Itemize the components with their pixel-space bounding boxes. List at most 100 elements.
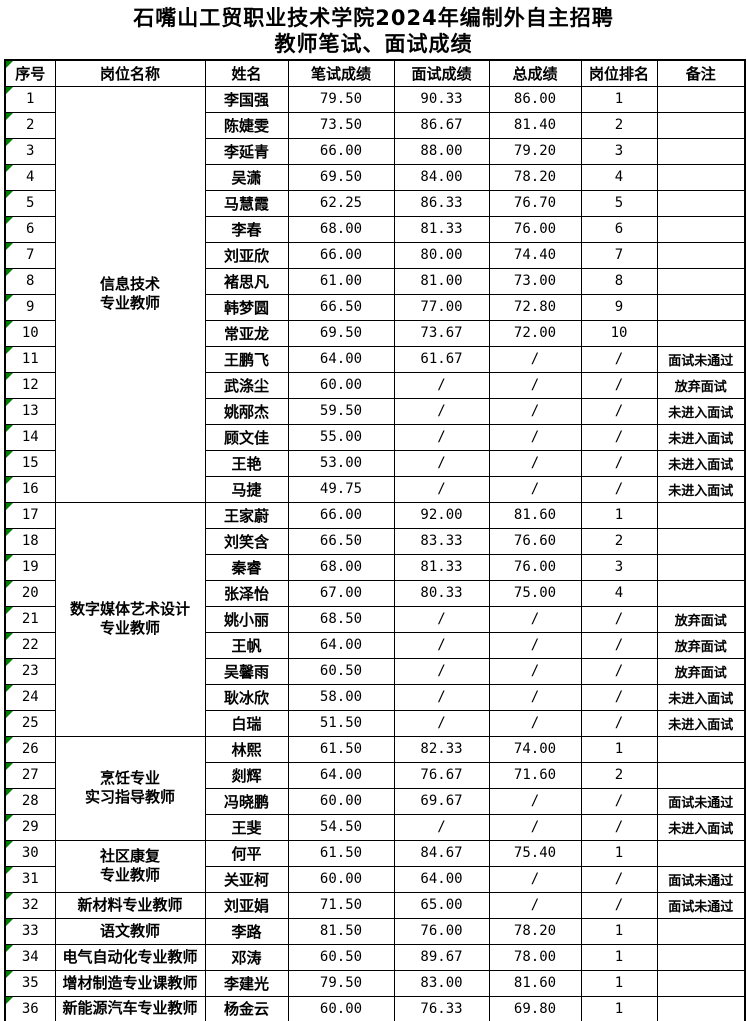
row-number: 17 bbox=[21, 507, 39, 523]
written-score-cell: 60.50 bbox=[287, 657, 395, 685]
written-score-cell: 69.50 bbox=[287, 319, 395, 347]
row-number-cell: 23 bbox=[4, 657, 56, 685]
error-indicator-icon bbox=[6, 399, 13, 406]
row-number: 14 bbox=[21, 429, 39, 445]
error-indicator-icon bbox=[6, 971, 13, 978]
row-number-cell: 7 bbox=[4, 241, 56, 269]
row-number: 13 bbox=[21, 403, 39, 419]
header-cell-no: 序号 bbox=[4, 59, 56, 87]
remark-cell bbox=[656, 553, 746, 581]
remark-cell bbox=[656, 579, 746, 607]
written-score-cell: 64.00 bbox=[287, 761, 395, 789]
row-number: 16 bbox=[21, 481, 39, 497]
table-row: 2 陈婕雯 73.50 86.67 81.40 2 bbox=[4, 111, 746, 139]
interview-score-cell: 69.67 bbox=[393, 787, 490, 815]
total-score-cell: / bbox=[488, 865, 582, 893]
written-score-cell: 66.00 bbox=[287, 137, 395, 165]
interview-score-cell: 76.67 bbox=[393, 761, 490, 789]
error-indicator-icon bbox=[6, 919, 13, 926]
position-name-line: 增材制造专业课教师 bbox=[62, 973, 198, 992]
header-cell-position: 岗位名称 bbox=[54, 59, 206, 87]
error-indicator-icon bbox=[6, 789, 13, 796]
rank-cell: 2 bbox=[580, 761, 658, 789]
row-number: 35 bbox=[21, 975, 39, 991]
table-row: 11 王鹏飞 64.00 61.67// 面试未通过 bbox=[4, 345, 746, 373]
error-indicator-icon bbox=[6, 451, 13, 458]
row-number: 10 bbox=[21, 325, 39, 341]
rank-cell: / bbox=[580, 813, 658, 841]
row-number: 15 bbox=[21, 455, 39, 471]
total-score-cell: / bbox=[488, 345, 582, 373]
position-name-line: 专业教师 bbox=[99, 294, 160, 312]
total-score-cell: 81.40 bbox=[488, 111, 582, 139]
written-score-cell: 60.00 bbox=[287, 865, 395, 893]
error-indicator-icon bbox=[6, 347, 13, 354]
row-number-cell: 25 bbox=[4, 709, 56, 737]
interview-score-cell: / bbox=[393, 657, 490, 685]
written-score-cell: 60.00 bbox=[287, 995, 395, 1021]
table-row: 17 数字媒体艺术设计 专业教师 王家蔚 66.00 92.00 81.60 1 bbox=[4, 501, 746, 737]
row-number-cell: 6 bbox=[4, 215, 56, 243]
table-row: 29 王斐 54.50// / 未进入面试 bbox=[4, 813, 746, 841]
written-score-cell: 55.00 bbox=[287, 423, 395, 451]
rank-cell: 5 bbox=[580, 189, 658, 217]
written-score-cell: 62.25 bbox=[287, 189, 395, 217]
remark-cell bbox=[656, 943, 746, 971]
name-cell: 王家蔚 bbox=[204, 501, 289, 529]
rank-cell: 1 bbox=[580, 85, 658, 113]
row-number: 36 bbox=[21, 1000, 39, 1017]
position-name-cell: 烹饪专业 实习指导教师 bbox=[54, 735, 206, 841]
table-row: 4 吴潇 69.50 84.00 78.20 4 bbox=[4, 163, 746, 191]
interview-score-cell: 90.33 bbox=[393, 85, 490, 113]
total-score-cell: 79.20 bbox=[488, 137, 582, 165]
table-row: 33 语文教师 李路 81.50 76.00 78.20 1 bbox=[4, 917, 746, 945]
error-indicator-icon bbox=[6, 113, 13, 120]
written-score-cell: 73.50 bbox=[287, 111, 395, 139]
position-name-line: 烹饪专业 bbox=[99, 769, 160, 787]
error-indicator-icon bbox=[6, 685, 13, 692]
remark-cell bbox=[656, 163, 746, 191]
results-table: 序号 岗位名称 姓名 笔试成绩 面试成绩 总成绩 岗位排名 备注 1 信息技术 专业… bbox=[4, 59, 746, 1021]
error-indicator-icon bbox=[6, 997, 13, 1004]
row-number: 21 bbox=[21, 611, 39, 627]
interview-score-cell: 81.00 bbox=[393, 267, 490, 295]
error-indicator-icon bbox=[6, 529, 13, 536]
interview-score-cell: 89.67 bbox=[393, 943, 490, 971]
error-indicator-icon bbox=[6, 581, 13, 588]
total-score-cell: 75.00 bbox=[488, 579, 582, 607]
name-cell: 邓涛 bbox=[204, 943, 289, 971]
name-cell: 顾文佳 bbox=[204, 423, 289, 451]
rank-cell: / bbox=[580, 345, 658, 373]
error-indicator-icon bbox=[6, 659, 13, 666]
rank-cell: / bbox=[580, 475, 658, 503]
table-row: 32 新材料专业教师 刘亚娟 71.50 65.00// 面试未通过 bbox=[4, 891, 746, 919]
row-number: 18 bbox=[21, 533, 39, 549]
rank-cell: 1 bbox=[580, 501, 658, 529]
remark-cell bbox=[656, 189, 746, 217]
row-number-cell: 14 bbox=[4, 423, 56, 451]
page-title: 石嘴山工贸职业技术学院2024年编制外自主招聘 教师笔试、面试成绩 bbox=[0, 0, 747, 59]
name-cell: 耿冰欣 bbox=[204, 683, 289, 711]
name-cell: 何平 bbox=[204, 839, 289, 867]
header-cell-interview: 面试成绩 bbox=[393, 59, 490, 87]
rank-cell: / bbox=[580, 631, 658, 659]
written-score-cell: 59.50 bbox=[287, 397, 395, 425]
written-score-cell: 64.00 bbox=[287, 345, 395, 373]
total-score-cell: / bbox=[488, 891, 582, 919]
interview-score-cell: 92.00 bbox=[393, 501, 490, 529]
remark-cell: 未进入面试 bbox=[656, 449, 746, 477]
written-score-cell: 61.50 bbox=[287, 735, 395, 763]
rank-cell: 1 bbox=[580, 969, 658, 997]
error-indicator-icon bbox=[6, 217, 13, 224]
written-score-cell: 68.50 bbox=[287, 605, 395, 633]
remark-cell bbox=[656, 917, 746, 945]
remark-cell bbox=[656, 735, 746, 763]
page-title-line1: 石嘴山工贸职业技术学院2024年编制外自主招聘 bbox=[133, 6, 614, 30]
row-number-cell: 9 bbox=[4, 293, 56, 321]
interview-score-cell: / bbox=[393, 397, 490, 425]
position-name-line: 专业教师 bbox=[99, 619, 160, 637]
remark-cell: 放弃面试 bbox=[656, 371, 746, 399]
table-row: 20 张泽怡 67.00 80.33 75.00 4 bbox=[4, 579, 746, 607]
position-name-cell: 新能源汽车专业教师 bbox=[54, 995, 206, 1021]
table-row: 27 剡辉 64.00 76.67 71.60 2 bbox=[4, 761, 746, 789]
